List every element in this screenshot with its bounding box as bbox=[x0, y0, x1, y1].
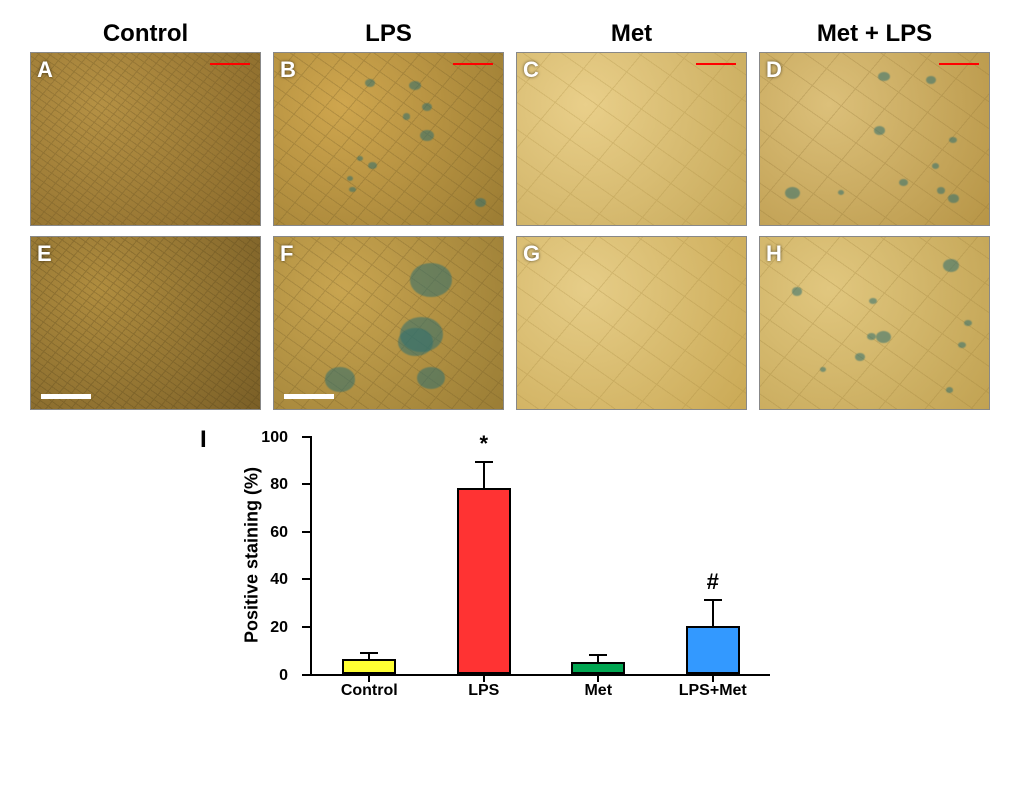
y-tick-label: 60 bbox=[270, 524, 288, 542]
y-axis-label: Positive staining (%) bbox=[242, 466, 263, 642]
bar-group: Met bbox=[548, 436, 649, 674]
column-header: LPS bbox=[273, 20, 504, 48]
panel-letter: B bbox=[280, 57, 296, 83]
bar bbox=[571, 662, 625, 674]
bar-chart: Positive staining (%) Control*LPSMet#LPS… bbox=[230, 426, 790, 726]
y-tick-label: 80 bbox=[270, 476, 288, 494]
x-tick-label: LPS+Met bbox=[679, 682, 747, 700]
bar: * bbox=[457, 488, 511, 674]
panel-letter: D bbox=[766, 57, 782, 83]
column-header: Met + LPS bbox=[759, 20, 990, 48]
bar-group: #LPS+Met bbox=[662, 436, 763, 674]
error-bar bbox=[368, 652, 370, 662]
significance-marker: # bbox=[707, 569, 719, 595]
micrograph-panel: C bbox=[516, 52, 747, 226]
scale-bar bbox=[453, 63, 493, 65]
panel-letter: G bbox=[523, 241, 540, 267]
error-bar bbox=[483, 461, 485, 490]
y-tick-label: 40 bbox=[270, 571, 288, 589]
scale-bar bbox=[696, 63, 736, 65]
column-header: Met bbox=[516, 20, 747, 48]
y-tick-label: 20 bbox=[270, 619, 288, 637]
panel-letter: E bbox=[37, 241, 52, 267]
scale-bar bbox=[210, 63, 250, 65]
column-headers: Control LPS Met Met + LPS bbox=[30, 20, 990, 48]
scale-bar bbox=[939, 63, 979, 65]
micrograph-panel: A bbox=[30, 52, 261, 226]
micrograph-panel: B bbox=[273, 52, 504, 226]
bar-group: Control bbox=[319, 436, 420, 674]
chart-wrap: I Positive staining (%) Control*LPSMet#L… bbox=[30, 426, 990, 726]
scale-bar bbox=[41, 394, 91, 399]
error-bar bbox=[712, 599, 714, 628]
micrograph-panel: D bbox=[759, 52, 990, 226]
error-bar bbox=[597, 654, 599, 664]
bar: # bbox=[686, 626, 740, 674]
micrograph-row-bottom: E F G H bbox=[30, 236, 990, 410]
plot-area: Positive staining (%) Control*LPSMet#LPS… bbox=[310, 436, 770, 676]
micrograph-panel: F bbox=[273, 236, 504, 410]
bar-group: *LPS bbox=[433, 436, 534, 674]
y-tick-label: 100 bbox=[261, 429, 288, 447]
x-tick-label: Control bbox=[341, 682, 398, 700]
figure: Control LPS Met Met + LPS A B C D E F G H I Po… bbox=[30, 20, 990, 726]
bar bbox=[342, 659, 396, 673]
micrograph-panel: E bbox=[30, 236, 261, 410]
panel-letter: I bbox=[200, 426, 207, 454]
scale-bar bbox=[284, 394, 334, 399]
x-tick-label: Met bbox=[584, 682, 612, 700]
panel-letter: C bbox=[523, 57, 539, 83]
panel-letter: F bbox=[280, 241, 293, 267]
micrograph-panel: G bbox=[516, 236, 747, 410]
y-tick-label: 0 bbox=[279, 667, 288, 685]
column-header: Control bbox=[30, 20, 261, 48]
micrograph-panel: H bbox=[759, 236, 990, 410]
panel-letter: A bbox=[37, 57, 53, 83]
bars-container: Control*LPSMet#LPS+Met bbox=[312, 436, 770, 674]
x-tick-label: LPS bbox=[468, 682, 499, 700]
micrograph-row-top: A B C D bbox=[30, 52, 990, 226]
panel-letter: H bbox=[766, 241, 782, 267]
significance-marker: * bbox=[479, 431, 488, 457]
